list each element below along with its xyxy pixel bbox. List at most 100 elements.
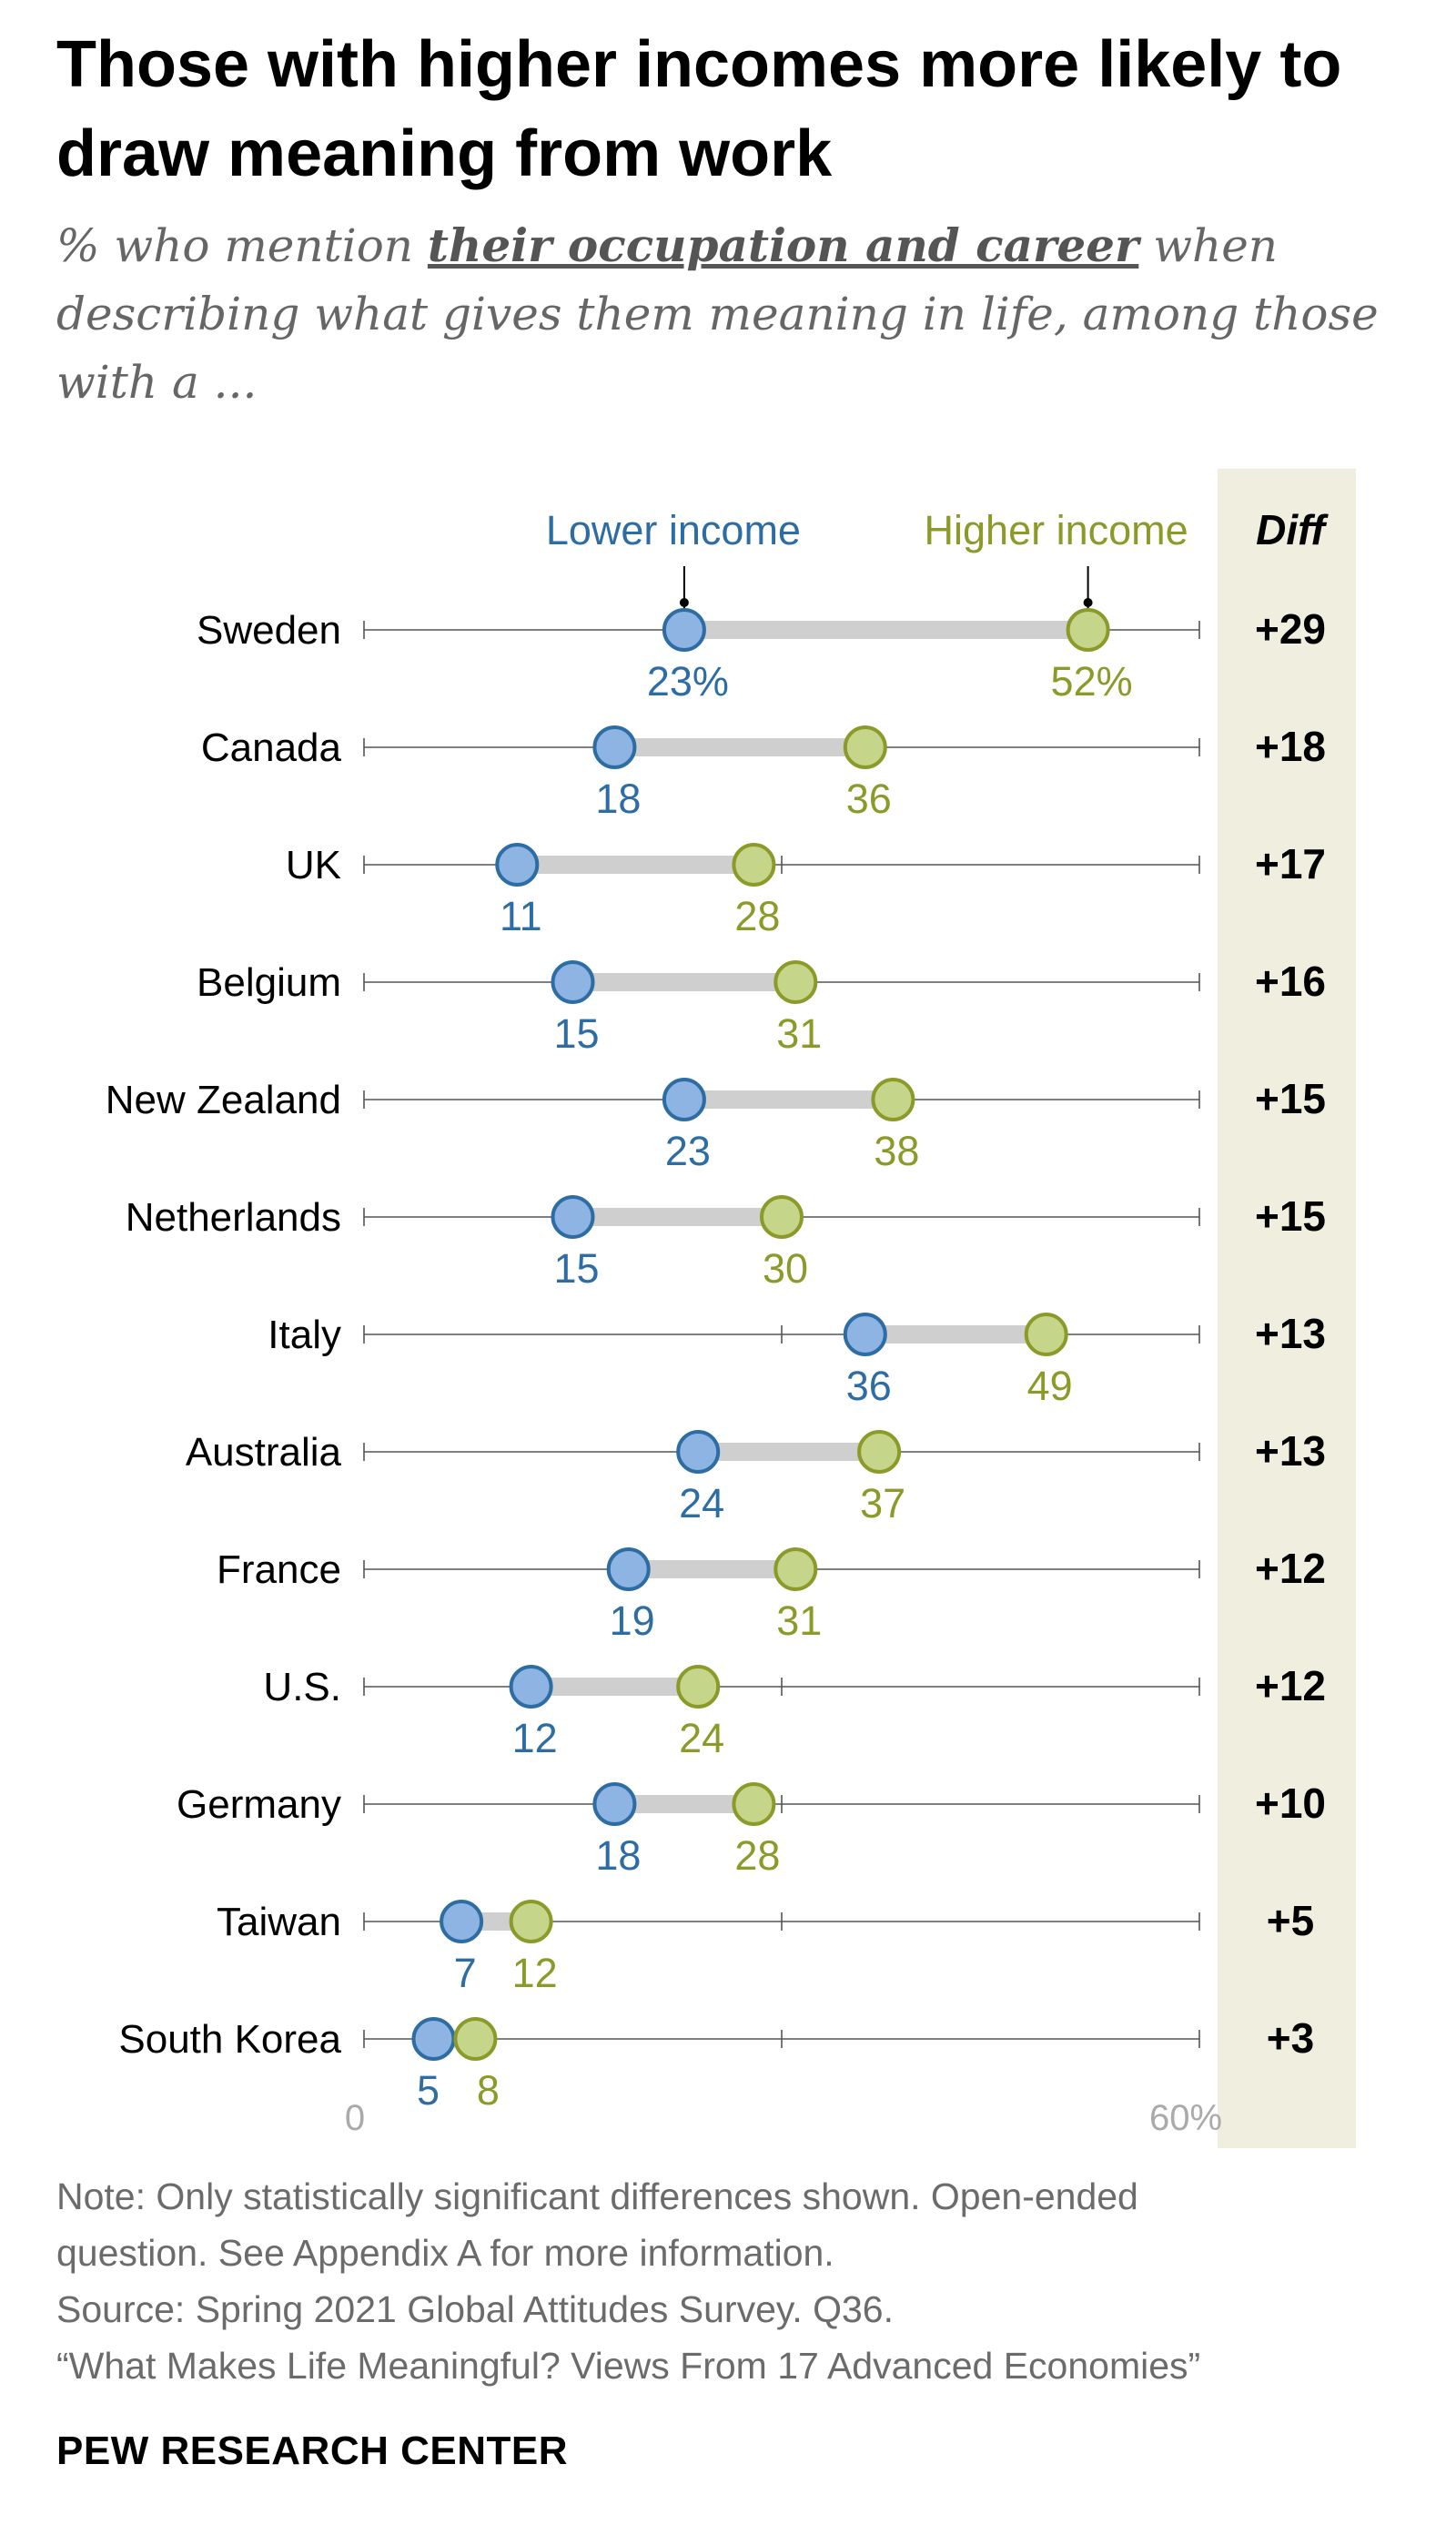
note-line-2: question. See Appendix A for more inform… <box>56 2232 834 2274</box>
range-bar-australia <box>698 1443 880 1461</box>
higher-income-value-germany: 28 <box>734 1832 780 1879</box>
subtitle-suffix: when describing what gives them meaning … <box>56 219 1379 409</box>
lower-income-value-france: 19 <box>610 1597 655 1644</box>
lower-income-dot-uk <box>495 843 540 887</box>
higher-income-value-netherlands: 30 <box>763 1245 808 1292</box>
diff-value-new-zealand: +15 <box>1255 1075 1326 1122</box>
diff-value-germany: +10 <box>1255 1780 1326 1827</box>
lower-income-dot-netherlands <box>551 1195 595 1239</box>
subtitle-prefix: % who mention <box>56 219 428 272</box>
lower-income-dot-belgium <box>551 960 595 1004</box>
diff-column-header: Diff <box>1256 506 1329 553</box>
higher-income-dot-taiwan <box>509 1900 553 1943</box>
diff-value-australia: +13 <box>1255 1427 1326 1475</box>
subtitle-emphasis: their occupation and career <box>427 218 1139 272</box>
higher-income-value-south-korea: 8 <box>477 2067 500 2114</box>
lower-income-dot-france <box>606 1547 651 1591</box>
diff-value-u-s: +12 <box>1255 1662 1326 1709</box>
lower-income-dot-australia <box>676 1430 721 1474</box>
axis-max-label: 60% <box>1149 2098 1222 2138</box>
higher-income-dot-sweden <box>1066 608 1110 652</box>
chart-title: Those with higher incomes more likely to… <box>56 28 1342 190</box>
lower-income-dot-south-korea <box>411 2017 456 2061</box>
higher-income-dot-australia <box>857 1430 902 1474</box>
lower-income-dot-taiwan <box>440 1900 484 1943</box>
lower-income-value-new-zealand: 23 <box>665 1128 711 1174</box>
country-label-canada: Canada <box>201 725 342 770</box>
country-label-italy: Italy <box>268 1313 341 1357</box>
country-label-germany: Germany <box>177 1782 341 1827</box>
diff-value-south-korea: +3 <box>1267 2014 1314 2062</box>
range-bar-france <box>628 1560 796 1578</box>
higher-income-dot-belgium <box>774 960 818 1004</box>
country-label-sweden: Sweden <box>197 608 341 653</box>
lower-income-dot-new-zealand <box>662 1078 706 1121</box>
higher-income-dot-france <box>774 1547 818 1591</box>
diff-panel-background <box>1218 469 1356 2148</box>
higher-income-dot-italy <box>1024 1313 1068 1356</box>
higher-income-dot-south-korea <box>453 2017 498 2061</box>
higher-income-value-sweden: 52% <box>1051 658 1133 705</box>
lower-income-value-sweden: 23% <box>647 658 729 705</box>
range-bar-uk <box>517 856 754 874</box>
range-bar-new-zealand <box>683 1090 894 1109</box>
country-label-australia: Australia <box>186 1430 342 1475</box>
country-label-netherlands: Netherlands <box>126 1195 341 1240</box>
lower-income-dot-u-s <box>509 1665 553 1709</box>
country-label-belgium: Belgium <box>197 960 341 1005</box>
country-label-uk: UK <box>286 843 341 887</box>
higher-income-value-belgium: 31 <box>776 1010 822 1057</box>
legend-lower-income: Lower income <box>546 507 801 553</box>
lower-income-dot-canada <box>592 725 637 769</box>
lower-income-value-italy: 36 <box>846 1363 892 1409</box>
diff-value-netherlands: +15 <box>1255 1192 1326 1240</box>
legend-lower-pointer-tip <box>679 598 689 607</box>
axis-min-label: 0 <box>345 2098 365 2138</box>
lower-income-value-canada: 18 <box>595 776 641 822</box>
lower-income-value-south-korea: 5 <box>417 2067 440 2114</box>
higher-income-value-taiwan: 12 <box>512 1950 558 1996</box>
range-bar-germany <box>614 1795 754 1813</box>
lower-income-dot-sweden <box>662 608 706 652</box>
diff-value-canada: +18 <box>1255 723 1326 770</box>
lower-income-dot-italy <box>843 1313 887 1356</box>
diff-value-sweden: +29 <box>1255 605 1326 653</box>
range-bar-u-s <box>531 1678 699 1696</box>
higher-income-dot-canada <box>843 725 887 769</box>
lower-income-value-taiwan: 7 <box>454 1950 477 1996</box>
diff-value-france: +12 <box>1255 1545 1326 1592</box>
higher-income-dot-new-zealand <box>871 1078 915 1121</box>
lower-income-value-u-s: 12 <box>512 1715 558 1761</box>
higher-income-dot-germany <box>732 1782 776 1826</box>
note-line-1: Note: Only statistically significant dif… <box>56 2175 1138 2217</box>
higher-income-value-u-s: 24 <box>679 1715 724 1761</box>
country-label-new-zealand: New Zealand <box>106 1078 341 1122</box>
legend-higher-income: Higher income <box>925 507 1188 553</box>
country-label-u-s: U.S. <box>263 1665 341 1709</box>
diff-value-belgium: +16 <box>1255 958 1326 1005</box>
brand-name: PEW RESEARCH CENTER <box>56 2429 568 2473</box>
range-bar-italy <box>864 1325 1046 1344</box>
lower-income-value-netherlands: 15 <box>553 1245 599 1292</box>
higher-income-value-canada: 36 <box>846 776 892 822</box>
diff-value-taiwan: +5 <box>1267 1897 1314 1944</box>
note-line-3: Source: Spring 2021 Global Attitudes Sur… <box>56 2288 894 2330</box>
range-bar-belgium <box>572 973 796 991</box>
chart-subtitle: % who mention their occupation and caree… <box>56 211 1403 417</box>
legend-higher-pointer-tip <box>1083 598 1093 607</box>
diff-value-uk: +17 <box>1255 840 1326 887</box>
higher-income-value-italy: 49 <box>1027 1363 1073 1409</box>
source-notes: Note: Only statistically significant dif… <box>56 2168 1421 2394</box>
lower-income-value-uk: 11 <box>500 893 542 939</box>
note-line-4: “What Makes Life Meaningful? Views From … <box>56 2345 1201 2387</box>
higher-income-dot-uk <box>732 843 776 887</box>
diff-value-italy: +13 <box>1255 1310 1326 1357</box>
higher-income-value-australia: 37 <box>860 1480 905 1526</box>
higher-income-value-uk: 28 <box>734 893 780 939</box>
country-label-south-korea: South Korea <box>118 2017 341 2062</box>
country-label-france: France <box>217 1547 341 1592</box>
country-label-taiwan: Taiwan <box>217 1900 341 1944</box>
range-bar-canada <box>614 738 865 756</box>
